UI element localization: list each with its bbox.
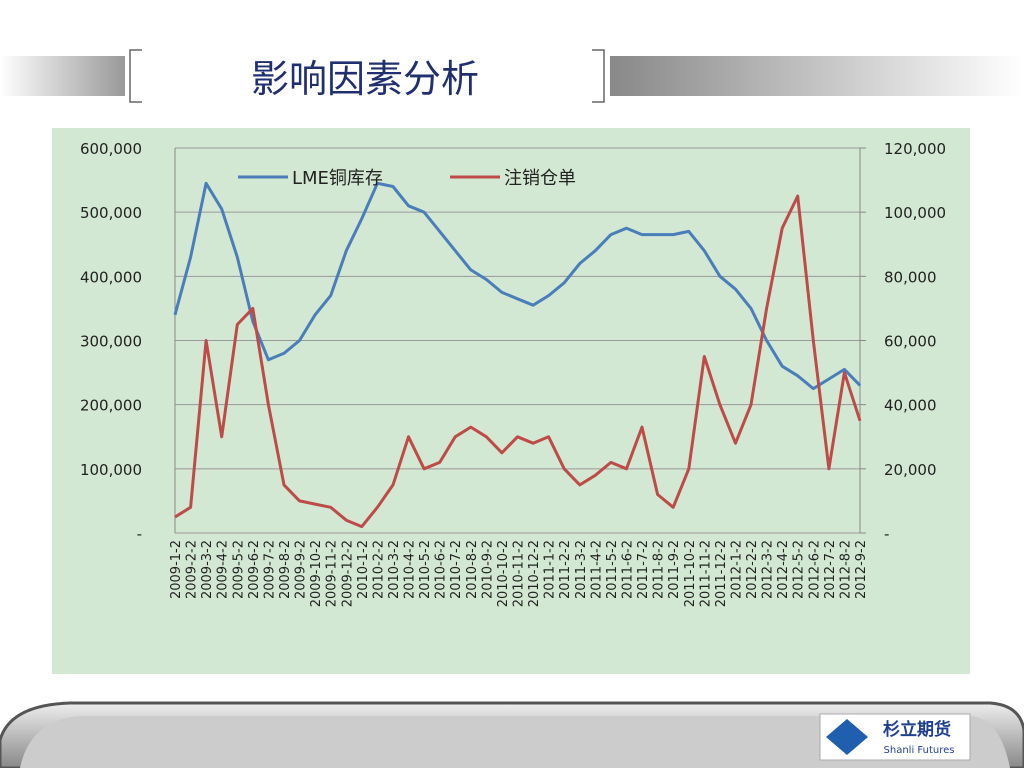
logo-subtext: Shanli Futures	[884, 745, 955, 756]
x-tick-label: 2009-8-2	[278, 540, 293, 599]
x-tick-label: 2012-7-2	[823, 540, 838, 599]
x-tick-label: 2010-1-2	[356, 540, 371, 599]
x-tick-label: 2012-9-2	[854, 540, 869, 599]
y-tick-label: -	[137, 525, 142, 543]
x-tick-label: 2012-4-2	[776, 540, 791, 599]
x-tick-label: 2009-5-2	[231, 540, 246, 599]
header-bar	[610, 56, 1024, 96]
y2-tick-label: 120,000	[884, 140, 946, 158]
x-tick-label: 2012-5-2	[792, 540, 807, 599]
x-tick-label: 2011-6-2	[620, 540, 635, 599]
x-tick-label: 2010-6-2	[434, 540, 449, 599]
x-tick-label: 2009-12-2	[340, 540, 355, 607]
x-tick-label: 2009-10-2	[309, 540, 324, 607]
x-tick-label: 2010-9-2	[480, 540, 495, 599]
x-tick-label: 2009-9-2	[294, 540, 309, 599]
x-tick-label: 2010-3-2	[387, 540, 402, 599]
x-tick-label: 2011-3-2	[574, 540, 589, 599]
x-tick-label: 2011-10-2	[683, 540, 698, 607]
x-tick-label: 2010-8-2	[465, 540, 480, 599]
x-tick-label: 2011-9-2	[667, 540, 682, 599]
x-tick-label: 2009-7-2	[262, 540, 277, 599]
x-tick-label: 2011-1-2	[543, 540, 558, 599]
x-tick-label: 2010-12-2	[527, 540, 542, 607]
x-tick-label: 2011-7-2	[636, 540, 651, 599]
y-tick-label: 600,000	[80, 140, 142, 158]
x-tick-label: 2012-1-2	[729, 540, 744, 599]
x-tick-label: 2010-4-2	[403, 540, 418, 599]
x-tick-label: 2010-10-2	[496, 540, 511, 607]
series-line	[173, 181, 862, 391]
x-tick-label: 2009-3-2	[200, 540, 215, 599]
bracket	[592, 49, 605, 103]
x-tick-label: 2012-8-2	[838, 540, 853, 599]
x-tick-label: 2010-2-2	[371, 540, 386, 599]
x-tick-label: 2012-2-2	[745, 540, 760, 599]
y2-tick-label: 40,000	[884, 397, 937, 415]
y2-tick-label: 60,000	[884, 333, 937, 351]
bracket	[129, 49, 142, 103]
x-tick-label: 2010-7-2	[449, 540, 464, 599]
x-tick-label: 2012-6-2	[807, 540, 822, 599]
x-tick-label: 2011-4-2	[589, 540, 604, 599]
logo-text: 杉立期货	[883, 719, 951, 740]
footer-inner	[20, 716, 1010, 768]
x-tick-label: 2009-6-2	[247, 540, 262, 599]
series-line	[174, 194, 862, 529]
y2-tick-label: 20,000	[884, 461, 937, 479]
x-tick-label: 2011-11-2	[698, 540, 713, 607]
x-tick-label: 2010-11-2	[512, 540, 527, 607]
y2-tick-label: 80,000	[884, 268, 937, 286]
y2-tick-label: -	[884, 525, 889, 543]
header-bar	[0, 56, 125, 96]
chart-area	[52, 128, 970, 674]
x-tick-label: 2009-4-2	[216, 540, 231, 599]
x-tick-label: 2009-2-2	[185, 540, 200, 599]
y2-tick-label: 100,000	[884, 204, 946, 222]
x-tick-label: 2011-2-2	[558, 540, 573, 599]
x-tick-label: 2009-11-2	[325, 540, 340, 607]
x-tick-label: 2012-3-2	[761, 540, 776, 599]
slide-title: 影响因素分析	[251, 57, 479, 101]
y-tick-label: 300,000	[80, 333, 142, 351]
x-tick-label: 2011-8-2	[652, 540, 667, 599]
logo-icon	[826, 719, 868, 755]
x-tick-label: 2010-5-2	[418, 540, 433, 599]
x-tick-label: 2009-1-2	[169, 540, 184, 599]
y-tick-label: 500,000	[80, 204, 142, 222]
y-tick-label: 400,000	[80, 268, 142, 286]
x-tick-label: 2011-5-2	[605, 540, 620, 599]
legend-label: 注销仓单	[504, 168, 576, 189]
y-tick-label: 100,000	[80, 461, 142, 479]
legend-label: LME铜库存	[292, 168, 383, 189]
y-tick-label: 200,000	[80, 397, 142, 415]
x-tick-label: 2011-12-2	[714, 540, 729, 607]
